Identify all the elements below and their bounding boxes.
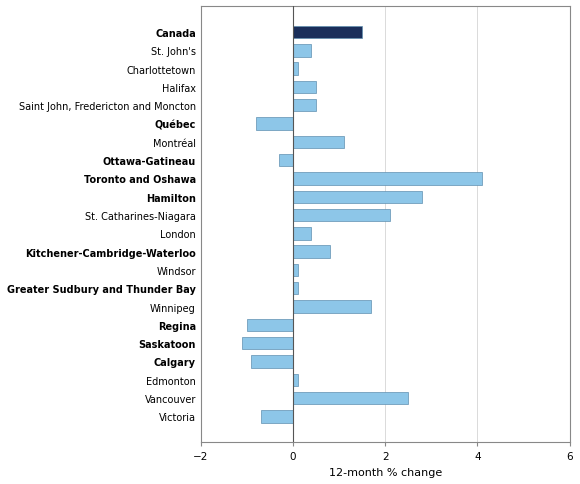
Bar [293,100,316,112]
Bar [293,227,311,240]
Bar [293,191,422,204]
Bar [242,337,293,349]
Bar [293,246,330,258]
Bar [293,283,298,295]
Bar [293,173,482,185]
Bar [256,118,293,131]
Bar [293,27,362,39]
Bar [260,410,293,423]
Bar [293,301,371,313]
Bar [293,374,298,386]
Bar [279,154,293,167]
Bar [251,356,293,368]
Bar [293,63,298,76]
Bar [293,45,311,58]
Bar [293,81,316,94]
Bar [293,264,298,277]
Bar [293,392,408,405]
X-axis label: 12-month % change: 12-month % change [329,467,442,477]
Bar [247,319,293,332]
Bar [293,210,390,222]
Bar [293,136,344,149]
